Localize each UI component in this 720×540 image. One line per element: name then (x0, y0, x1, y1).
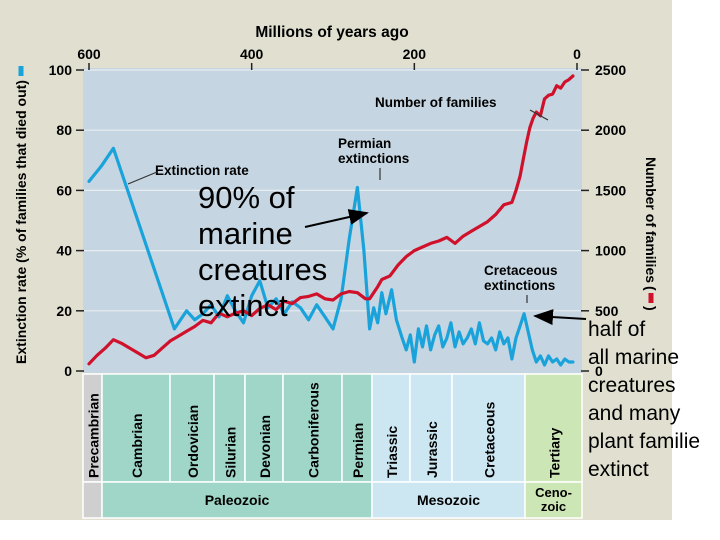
cretaceous-extinctions-annotation: extinctions (484, 278, 555, 293)
period-label: Permian (350, 423, 366, 478)
era-label: zoic (541, 499, 566, 514)
annotation-leader (127, 171, 158, 185)
number-of-families-annotation: Number of families (375, 95, 497, 110)
era-band (82, 481, 103, 519)
y-left-label-text: Extinction rate (% of families that died… (13, 80, 29, 364)
x-tick-label: 200 (403, 46, 427, 62)
number-of-families-line (87, 74, 575, 366)
era-band (524, 481, 583, 519)
x-tick-label: 600 (77, 46, 101, 62)
period-label: Ordovician (185, 405, 201, 478)
y-left-tick-label: 20 (56, 303, 72, 319)
cretaceous-note-line: half of (588, 318, 646, 341)
y-right-label-text: Number of families (643, 157, 659, 283)
era-band (371, 481, 526, 519)
era-label: Paleozoic (205, 492, 270, 508)
period-band (451, 373, 526, 483)
period-band (169, 373, 215, 483)
annotations: Number of families Extinction rate Permian… (127, 95, 558, 303)
cretaceous-note-line: plant familie (588, 430, 701, 453)
y-right-tick-label: 2500 (595, 62, 626, 78)
permian-note-line: 90% of (198, 180, 295, 215)
chart-title: Millions of years ago (255, 24, 408, 41)
period-label: Tertiary (547, 427, 563, 478)
period-band (244, 373, 284, 483)
period-label: Triassic (384, 426, 400, 478)
y-right-paren: ) (643, 306, 659, 311)
y-left-tick-label: 0 (64, 363, 72, 379)
arrow-to-permian (304, 209, 369, 228)
period-label: Silurian (223, 427, 239, 478)
era-band (101, 481, 373, 519)
y-left-axis-label: Extinction rate (% of families that died… (13, 66, 29, 364)
period-label: Cambrian (129, 413, 145, 478)
permian-note-line: marine (198, 216, 293, 251)
permian-extinctions-annotation: extinctions (338, 151, 409, 166)
y-right-tick-label: 0 (595, 363, 603, 379)
geologic-timescale: Precambrian Cambrian Ordovician Silurian Dev… (82, 373, 583, 519)
period-label: Jurassic (424, 421, 440, 478)
y-right-paren: ( (643, 286, 659, 291)
extinction-rate-line (87, 146, 575, 367)
y-right-tick-label: 1000 (595, 243, 626, 259)
y-right-tick-label: 1500 (595, 182, 626, 198)
callout-arrows (304, 209, 587, 326)
period-band (282, 373, 343, 483)
cretaceous-note-line: creatures (588, 374, 676, 397)
period-band (524, 373, 583, 483)
y-right-axis-label: Number of families () (643, 157, 659, 311)
period-label: Precambrian (86, 393, 102, 478)
x-tick-label: 0 (573, 46, 581, 62)
cretaceous-note-line: and many (588, 402, 681, 425)
permian-note-line: creatures (198, 252, 328, 287)
y-left-tick-label: 60 (56, 182, 72, 198)
grid-lines (83, 69, 582, 312)
permian-extinctions-annotation: Permian (338, 136, 391, 151)
era-label: Mesozoic (417, 492, 480, 508)
period-label: Devonian (257, 415, 273, 478)
y-right-tick-label: 2000 (595, 122, 626, 138)
annotation-leader (529, 109, 549, 121)
period-label: Cretaceous (482, 402, 498, 478)
cretaceous-note-line: extinct (588, 458, 649, 481)
cretaceous-note: half of all marine creatures and many pl… (588, 316, 700, 484)
period-band (213, 373, 246, 483)
series-layer (87, 74, 575, 367)
era-label: Ceno- (535, 485, 572, 500)
x-tick-label: 400 (240, 46, 264, 62)
permian-note: 90% of marine creatures extinct (198, 180, 327, 324)
y-right-tick-label: 500 (595, 303, 619, 319)
period-band (371, 373, 411, 483)
period-label: Carboniferous (306, 382, 322, 478)
cretaceous-extinctions-annotation: Cretaceous (484, 263, 558, 278)
cretaceous-note-line: all marine (588, 346, 680, 369)
arrow-to-cretaceous (533, 309, 587, 326)
y-left-tick-label: 100 (49, 62, 73, 78)
extinction-rate-annotation: Extinction rate (155, 163, 249, 178)
y-left-tick-label: 40 (56, 243, 72, 259)
y-left-tick-label: 80 (56, 122, 72, 138)
permian-note-line: extinct (198, 288, 288, 323)
